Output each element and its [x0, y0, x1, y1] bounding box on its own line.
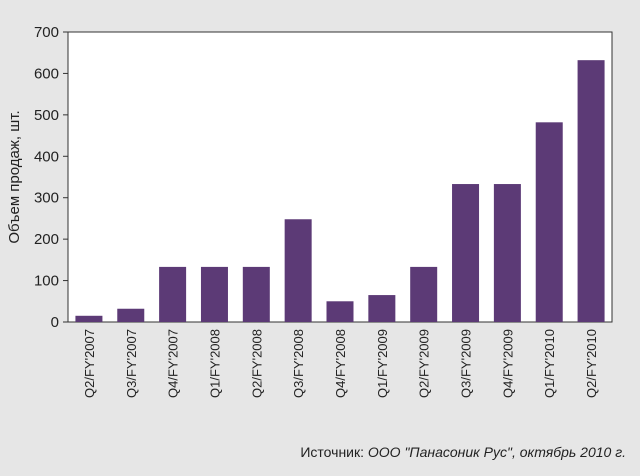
x-tick-label: Q3/FY'2007: [124, 329, 139, 398]
x-tick-label: Q1/FY'2010: [542, 329, 557, 398]
y-tick-label: 300: [34, 190, 59, 207]
x-tick-label: Q2/FY'2008: [249, 329, 264, 398]
source-label: Источник:: [300, 444, 368, 460]
bar: [284, 219, 312, 322]
y-tick-label: 400: [34, 148, 59, 165]
y-tick-label: 600: [34, 65, 59, 82]
bar: [577, 60, 605, 323]
y-tick-label: 200: [34, 231, 59, 248]
y-tick-label: 500: [34, 107, 59, 124]
source-text: ООО "Панасоник Рус", октябрь 2010 г.: [367, 444, 626, 460]
x-tick-label: Q3/FY'2008: [291, 329, 306, 398]
x-tick-label: Q4/FY'2009: [500, 329, 515, 398]
bar: [200, 266, 228, 322]
x-tick-label: Q3/FY'2009: [459, 329, 474, 398]
x-axis: Q2/FY'2007 Q3/FY'2007 Q4/FY'2007 Q1/FY'2008…: [82, 329, 599, 398]
bar: [410, 266, 438, 322]
y-axis: 0 100 200 300 400 500 600 700: [34, 24, 68, 331]
bar: [75, 315, 103, 322]
bar-series: [75, 60, 605, 323]
y-tick-label: 100: [34, 273, 59, 290]
bar: [159, 266, 187, 322]
bar: [535, 122, 563, 322]
bar: [326, 301, 354, 322]
y-tick-label: 700: [34, 24, 59, 41]
plot-area: [67, 31, 613, 323]
bar: [493, 184, 521, 322]
y-tick-label: 0: [51, 314, 59, 331]
source-note: Источник: ООО "Панасоник Рус", октябрь 2…: [300, 444, 626, 460]
bar: [368, 295, 396, 322]
bar: [117, 308, 145, 322]
bar: [452, 184, 480, 322]
x-tick-label: Q2/FY'2009: [417, 329, 432, 398]
x-tick-label: Q1/FY'2009: [375, 329, 390, 398]
x-tick-label: Q1/FY'2008: [207, 329, 222, 398]
x-tick-label: Q2/FY'2010: [584, 329, 599, 398]
bar: [242, 266, 270, 322]
x-tick-label: Q4/FY'2008: [333, 329, 348, 398]
x-tick-label: Q4/FY'2007: [166, 329, 181, 398]
x-tick-label: Q2/FY'2007: [82, 329, 97, 398]
y-axis-label: Объем продаж, шт.: [6, 110, 23, 243]
